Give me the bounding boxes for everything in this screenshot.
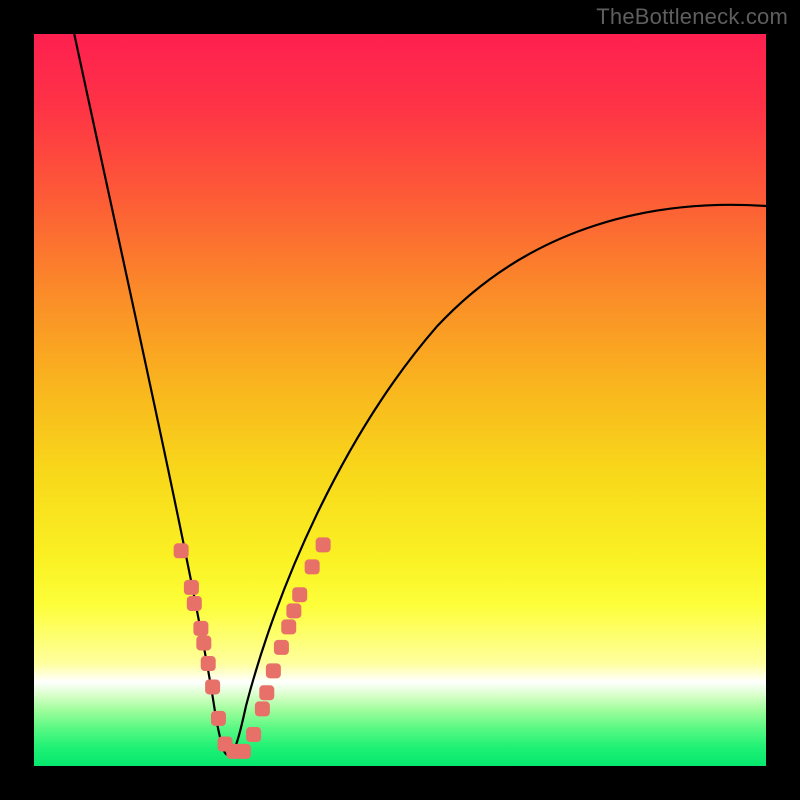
curve-marker xyxy=(196,636,211,651)
curve-marker xyxy=(286,603,301,618)
curve-marker xyxy=(236,744,251,759)
source-watermark: TheBottleneck.com xyxy=(596,4,788,30)
curve-marker xyxy=(187,596,202,611)
curve-marker xyxy=(184,580,199,595)
curve-marker xyxy=(292,587,307,602)
curve-marker xyxy=(201,656,216,671)
curve-marker xyxy=(305,559,320,574)
chart-container: TheBottleneck.com xyxy=(0,0,800,800)
curve-marker xyxy=(274,640,289,655)
curve-marker xyxy=(211,711,226,726)
curve-marker xyxy=(255,701,270,716)
curve-marker xyxy=(246,727,261,742)
curve-marker xyxy=(259,685,274,700)
curve-marker xyxy=(281,619,296,634)
bottleneck-chart xyxy=(0,0,800,800)
curve-marker xyxy=(174,543,189,558)
plot-area xyxy=(34,34,766,766)
curve-marker xyxy=(193,621,208,636)
curve-marker xyxy=(266,663,281,678)
curve-marker xyxy=(205,679,220,694)
curve-marker xyxy=(316,537,331,552)
